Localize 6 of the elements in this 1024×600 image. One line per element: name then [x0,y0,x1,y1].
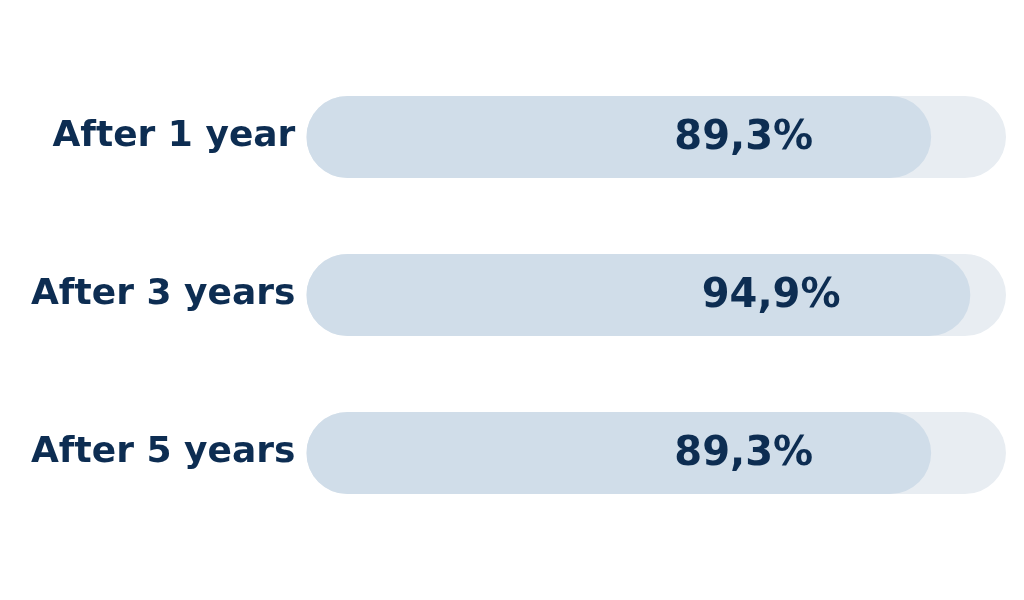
y-tick-label: After 3 years [31,271,296,313]
y-tick-label: After 1 year [52,113,296,155]
data-label: 89,3% [674,112,814,159]
data-label: 94,9% [701,270,841,317]
y-tick-label: After 5 years [31,429,296,471]
data-label: 89,3% [674,428,814,475]
